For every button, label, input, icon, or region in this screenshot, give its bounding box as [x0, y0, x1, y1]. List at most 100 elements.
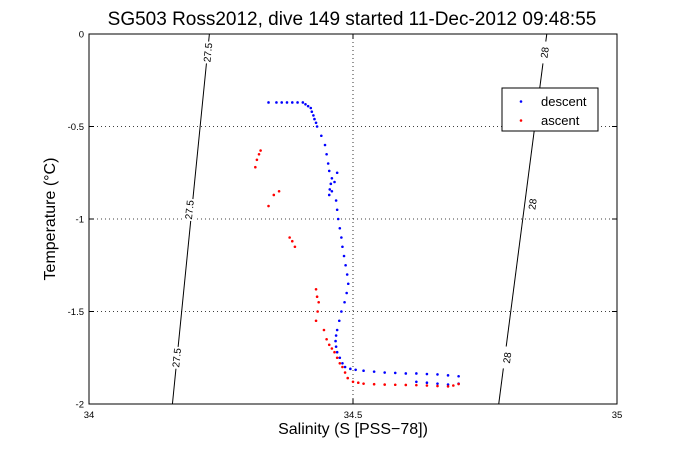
ascent-point	[343, 371, 347, 374]
descent-point	[309, 106, 313, 110]
descent-point	[436, 382, 439, 385]
descent-point	[335, 328, 339, 332]
descent-point	[342, 254, 346, 258]
descent-point	[362, 369, 365, 373]
ascent-point	[425, 384, 429, 387]
series-ascent	[254, 149, 460, 388]
descent-point	[344, 263, 347, 267]
x-tick-label: 34.5	[344, 410, 363, 421]
descent-point	[457, 374, 460, 378]
ascent-point	[356, 381, 360, 385]
contour-label: 27.5	[202, 42, 215, 63]
ascent-point	[257, 152, 261, 156]
ascent-point	[314, 288, 318, 291]
ascent-point	[335, 356, 339, 360]
descent-point	[336, 217, 340, 221]
descent-point	[290, 101, 294, 104]
descent-point	[415, 380, 418, 384]
ascent-point	[372, 382, 376, 386]
ascent-point	[404, 383, 408, 387]
ascent-point	[362, 382, 365, 385]
contour-label: 28	[527, 198, 539, 211]
legend-box	[501, 87, 599, 132]
descent-point	[341, 245, 344, 249]
ascent-point	[346, 376, 350, 380]
descent-point	[436, 373, 439, 376]
ascent-point	[452, 384, 455, 387]
ascent-point	[457, 382, 460, 386]
legend-marker-descent	[519, 100, 523, 103]
ascent-point	[317, 300, 320, 304]
descent-point	[341, 362, 344, 365]
x-tick-label: 35	[612, 410, 623, 421]
descent-point	[296, 101, 299, 104]
descent-point	[340, 310, 343, 313]
descent-point	[285, 101, 289, 104]
ascent-point	[341, 365, 344, 369]
descent-point	[334, 199, 338, 202]
descent-point	[333, 180, 336, 184]
legend-label-descent: descent	[541, 94, 587, 109]
contour-label-gap	[201, 41, 215, 64]
descent-point	[343, 300, 346, 304]
ascent-point	[383, 383, 386, 386]
ascent-point	[415, 383, 418, 387]
x-axis-label: Salinity (S [PSS−78])	[278, 421, 428, 438]
descent-point	[314, 121, 318, 125]
ascent-point	[254, 165, 257, 169]
contour-label: 28	[502, 351, 514, 364]
ascent-point	[288, 236, 291, 239]
descent-point	[383, 371, 386, 374]
descent-point	[393, 371, 397, 375]
grid-lines	[89, 34, 617, 404]
descent-point	[425, 381, 429, 385]
y-axis-label: Temperature (°C)	[42, 158, 59, 281]
chart-title: SG503 Ross2012, dive 149 started 11-Dec-…	[108, 9, 597, 30]
ascent-point	[316, 310, 319, 313]
contour-label-gap	[525, 192, 540, 216]
descent-point	[301, 101, 305, 104]
legend-marker-ascent	[519, 119, 523, 122]
ascent-point	[293, 245, 297, 249]
descent-point	[326, 162, 330, 165]
descent-point	[335, 208, 339, 212]
ascent-point	[255, 158, 259, 162]
descent-point	[338, 226, 342, 230]
ascent-point	[393, 383, 397, 387]
descent-point	[334, 339, 337, 343]
ascent-point	[446, 385, 450, 388]
ascent-point	[436, 384, 439, 388]
descent-point	[280, 101, 284, 104]
descent-point	[345, 291, 348, 295]
ascent-point	[338, 362, 342, 365]
descent-point	[267, 101, 270, 104]
contour-label: 28	[539, 46, 551, 59]
descent-point	[404, 372, 408, 375]
ascent-point	[333, 350, 336, 354]
descent-point	[320, 134, 323, 138]
descent-point	[323, 143, 327, 147]
ascent-point	[351, 380, 355, 384]
descent-point	[334, 334, 338, 337]
descent-point	[415, 372, 418, 375]
descent-point	[343, 365, 347, 369]
contour-label: 27.5	[184, 199, 197, 220]
descent-point	[310, 110, 314, 113]
contour-label-gap	[170, 346, 184, 370]
ascent-point	[277, 189, 281, 193]
ascent-point	[272, 193, 276, 197]
descent-point	[335, 171, 339, 175]
ascent-point	[314, 319, 318, 323]
descent-point	[315, 125, 319, 128]
legend: descent ascent	[501, 87, 599, 132]
descent-point	[354, 368, 357, 372]
y-tick-label: -1	[76, 215, 84, 226]
ascent-point	[330, 347, 334, 350]
ascent-point	[267, 204, 270, 208]
contour-label-gap	[500, 346, 515, 370]
descent-point	[312, 114, 315, 117]
ascent-point	[322, 328, 326, 332]
descent-point	[325, 152, 328, 156]
descent-point	[327, 193, 331, 197]
